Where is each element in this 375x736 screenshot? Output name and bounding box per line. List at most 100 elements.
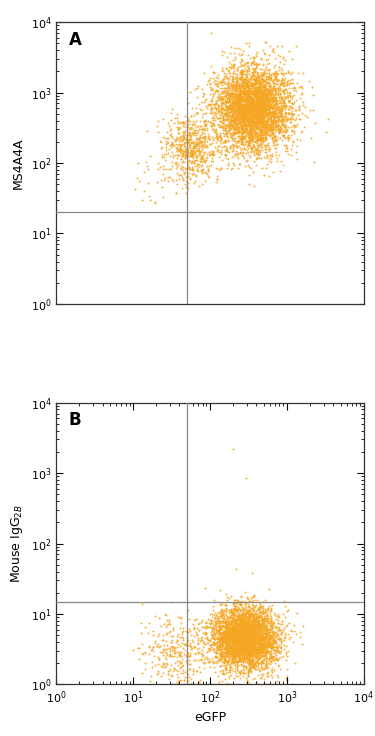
Point — [250, 111, 256, 123]
Point — [237, 80, 243, 92]
Point — [173, 188, 179, 199]
Point — [243, 632, 249, 644]
Point — [258, 72, 264, 84]
Point — [221, 613, 227, 625]
Point — [243, 645, 249, 657]
Point — [244, 634, 250, 645]
Point — [261, 122, 267, 134]
Point — [252, 619, 258, 631]
Point — [246, 112, 252, 124]
Point — [182, 136, 188, 148]
Point — [230, 443, 236, 455]
Point — [163, 609, 169, 621]
Point — [269, 132, 275, 144]
Point — [260, 625, 266, 637]
Point — [282, 601, 288, 612]
Point — [272, 127, 278, 138]
Point — [242, 607, 248, 619]
Point — [220, 628, 226, 640]
Point — [258, 634, 264, 646]
Point — [245, 668, 251, 679]
Point — [258, 624, 264, 636]
Point — [216, 652, 222, 664]
Point — [164, 163, 170, 175]
Point — [264, 633, 270, 645]
Point — [186, 118, 192, 130]
Point — [179, 138, 185, 149]
Point — [258, 659, 264, 671]
Point — [189, 147, 195, 159]
Point — [260, 646, 266, 658]
Point — [176, 135, 182, 147]
Point — [277, 624, 283, 636]
Point — [253, 620, 259, 631]
Point — [262, 107, 268, 118]
Point — [251, 662, 257, 673]
Point — [210, 117, 216, 129]
Point — [210, 657, 216, 668]
Point — [237, 646, 243, 658]
Point — [265, 99, 271, 110]
Point — [237, 650, 243, 662]
Point — [236, 644, 242, 656]
Point — [254, 71, 260, 83]
Point — [198, 653, 204, 665]
Point — [252, 638, 258, 650]
Point — [288, 100, 294, 112]
Point — [237, 629, 243, 641]
Point — [278, 626, 284, 638]
Point — [234, 147, 240, 159]
Point — [280, 100, 286, 112]
Point — [254, 645, 260, 657]
Point — [185, 135, 191, 146]
Point — [249, 74, 255, 85]
Point — [279, 615, 285, 627]
Point — [254, 109, 260, 121]
Point — [272, 124, 278, 136]
Point — [208, 120, 214, 132]
Point — [235, 97, 241, 109]
Point — [231, 631, 237, 643]
Point — [278, 122, 284, 134]
Point — [251, 96, 257, 107]
Point — [245, 90, 251, 102]
Point — [225, 637, 231, 649]
Point — [259, 645, 265, 657]
Point — [243, 114, 249, 126]
Point — [239, 108, 245, 120]
Point — [232, 617, 238, 629]
Point — [251, 118, 257, 130]
Point — [246, 98, 252, 110]
Point — [241, 133, 247, 145]
Point — [270, 627, 276, 639]
Point — [268, 109, 274, 121]
Point — [256, 645, 262, 657]
Point — [225, 632, 231, 644]
Point — [234, 78, 240, 90]
Point — [240, 643, 246, 655]
Point — [279, 96, 285, 108]
Point — [252, 127, 258, 139]
Point — [259, 127, 265, 139]
Point — [245, 633, 251, 645]
Point — [185, 151, 191, 163]
Point — [242, 634, 248, 645]
Point — [298, 81, 304, 93]
Point — [242, 612, 248, 623]
Point — [213, 105, 219, 116]
Point — [254, 91, 260, 102]
Point — [268, 113, 274, 124]
Point — [248, 110, 254, 122]
Point — [178, 646, 184, 658]
Point — [258, 96, 264, 108]
Point — [189, 155, 195, 167]
Point — [268, 121, 274, 132]
Point — [241, 643, 247, 654]
Point — [234, 82, 240, 93]
Point — [232, 97, 238, 109]
Point — [252, 622, 258, 634]
Point — [245, 113, 251, 124]
Point — [271, 89, 277, 101]
Point — [250, 627, 256, 639]
Point — [213, 95, 219, 107]
